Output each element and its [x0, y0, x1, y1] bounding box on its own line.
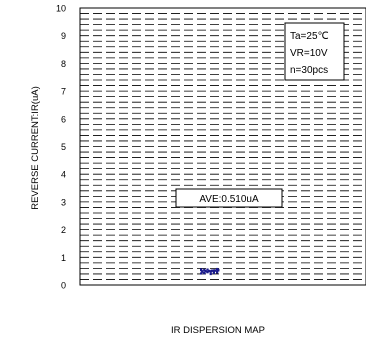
- data-point: [217, 268, 220, 271]
- data-points: [200, 267, 220, 276]
- plot-frame: [79, 7, 366, 286]
- data-point: [200, 268, 203, 271]
- y-tick-labels: 0 1 2 3 4 5 6 7 8 9 10: [56, 4, 66, 291]
- y-tick-label: 7: [61, 87, 66, 97]
- data-point: [210, 269, 213, 272]
- condition-voltage: VR=10V: [290, 48, 328, 59]
- data-point: [216, 267, 219, 271]
- data-point: [209, 270, 212, 273]
- data-point: [201, 270, 204, 273]
- conditions-box: Ta=25℃ VR=10V n=30pcs: [284, 22, 345, 81]
- y-tick-label: 0: [61, 281, 66, 291]
- data-point: [212, 271, 215, 275]
- x-axis-label: IR DISPERSION MAP: [171, 325, 265, 336]
- data-point: [203, 268, 206, 271]
- average-box: AVE:0.510uA: [175, 188, 283, 208]
- data-point: [209, 272, 212, 276]
- y-tick-label: 10: [56, 4, 66, 14]
- condition-sample-count: n=30pcs: [290, 65, 328, 76]
- y-tick-label: 1: [61, 253, 66, 263]
- data-point: [203, 272, 206, 275]
- data-point: [216, 270, 219, 273]
- data-point: [206, 268, 209, 271]
- y-tick-label: 4: [61, 170, 66, 180]
- average-label: AVE:0.510uA: [199, 194, 259, 205]
- y-tick-label: 3: [61, 197, 66, 207]
- data-point: [216, 271, 219, 274]
- data-point: [212, 269, 215, 272]
- data-point: [214, 269, 217, 272]
- data-point: [200, 272, 203, 275]
- y-axis-label: REVERSE CURRENT:IR(uA): [30, 86, 41, 210]
- y-tick-label: 5: [61, 142, 66, 152]
- data-point: [204, 270, 207, 273]
- y-tick-label: 2: [61, 225, 66, 235]
- data-point: [212, 270, 215, 273]
- y-tick-label: 6: [61, 114, 66, 124]
- data-point: [207, 269, 210, 273]
- data-point: [206, 270, 209, 274]
- y-tick-label: 9: [61, 31, 66, 41]
- y-tick-label: 8: [61, 59, 66, 69]
- condition-temperature: Ta=25℃: [290, 31, 329, 42]
